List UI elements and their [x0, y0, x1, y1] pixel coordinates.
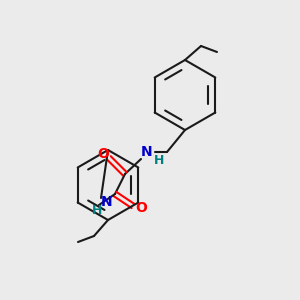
Text: O: O: [135, 201, 147, 215]
Text: N: N: [141, 145, 153, 159]
Text: N: N: [101, 195, 113, 209]
Text: H: H: [154, 154, 164, 167]
Text: O: O: [97, 147, 109, 161]
Text: H: H: [92, 203, 102, 217]
